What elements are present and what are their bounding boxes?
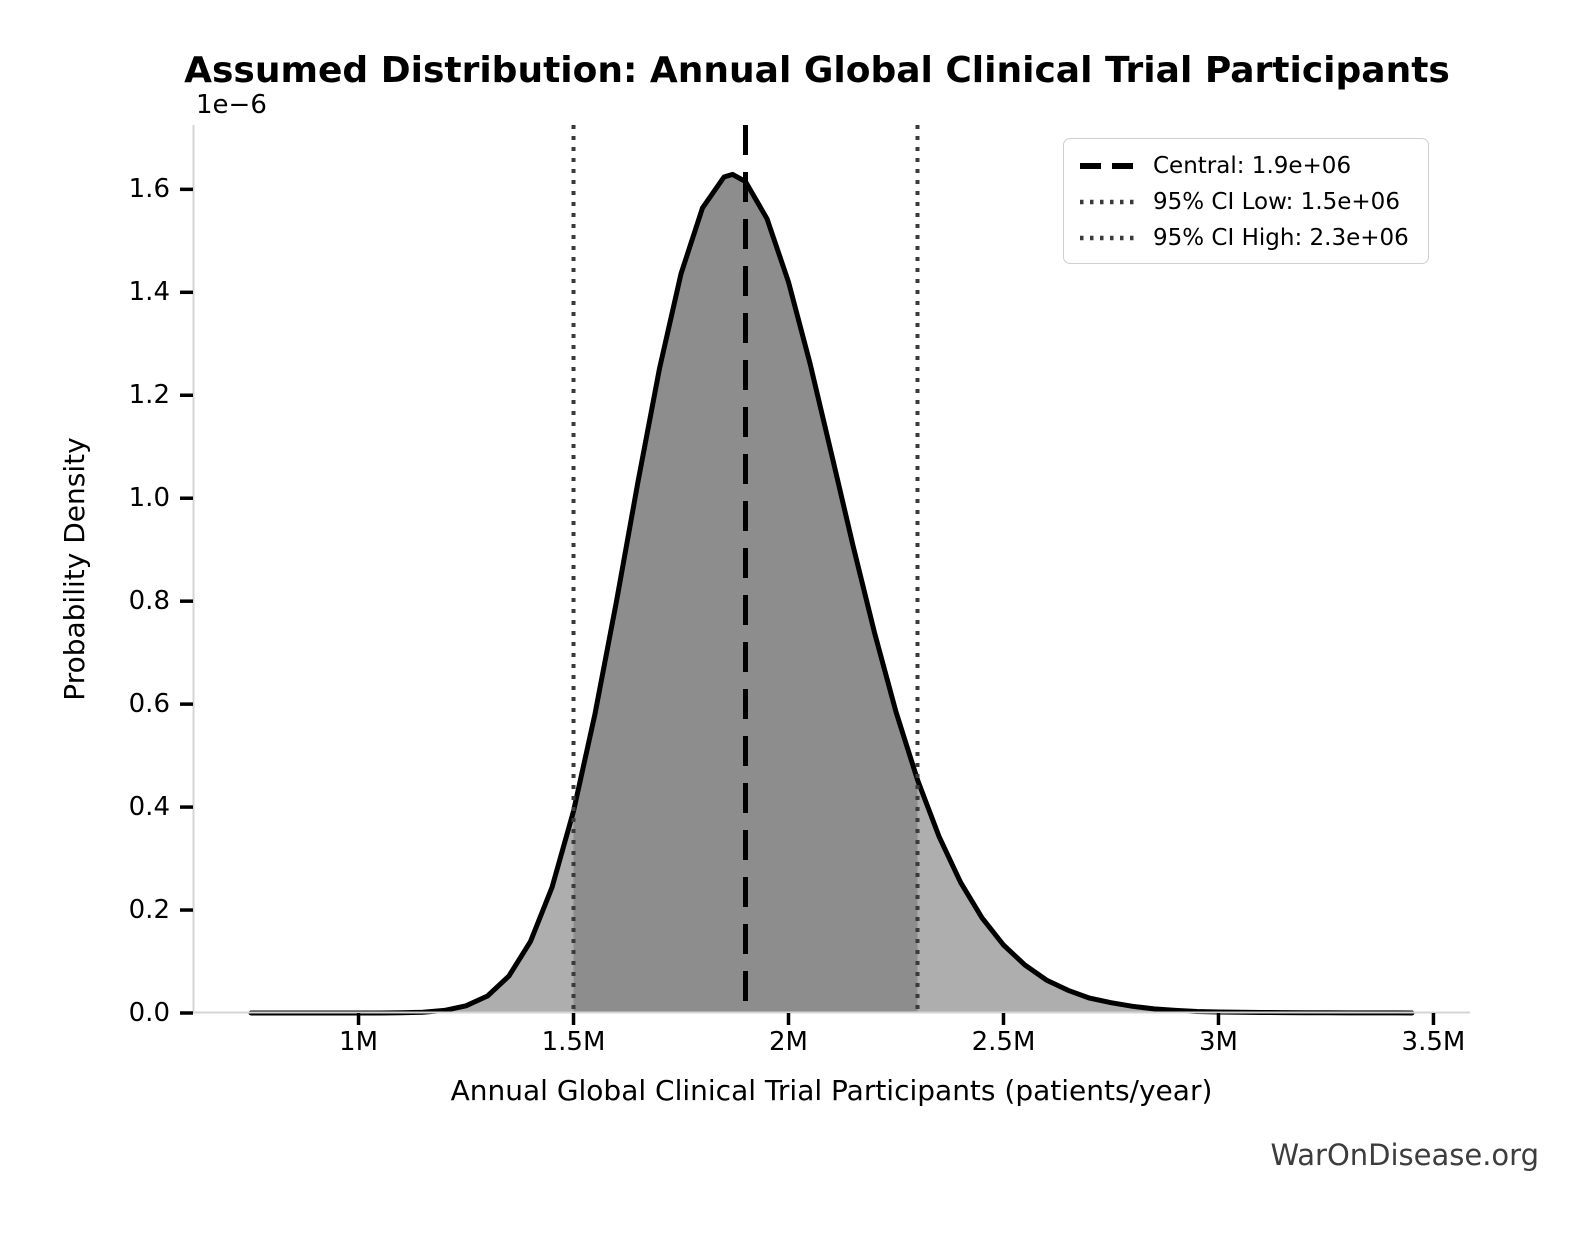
x-tick-label: 2.5M [971,1027,1036,1057]
y-tick-label: 1.2 [128,380,170,411]
y-tick-label: 1.0 [128,483,170,514]
y-tick-label: 1.4 [128,277,170,308]
y-tick-label: 0.2 [128,895,170,926]
dotted-line-sample-icon [1080,199,1134,205]
y-tick-label: 0.6 [128,689,170,720]
legend: Central: 1.9e+06 95% CI Low: 1.5e+06 95%… [1063,138,1429,264]
y-tick-label: 1.6 [128,174,170,205]
chart-title: Assumed Distribution: Annual Global Clin… [184,50,1450,91]
plot-area [180,125,1470,1025]
x-tick-label: 3.5M [1401,1027,1466,1057]
dotted-line-sample-icon [1080,235,1134,241]
legend-entry-ci-high: 95% CI High: 2.3e+06 [1078,221,1416,255]
y-tick-label: 0.4 [128,792,170,823]
x-axis-label: Annual Global Clinical Trial Participant… [450,1074,1213,1107]
watermark: WarOnDisease.org [1270,1138,1539,1172]
legend-entry-ci-low: 95% CI Low: 1.5e+06 [1078,185,1416,219]
density-fill-ci [573,174,918,1013]
x-tick-label: 2M [769,1027,808,1057]
density-plot [180,125,1470,1025]
x-tick-label: 1M [339,1027,379,1057]
y-tick-label: 0.8 [128,586,170,617]
x-tick-label: 1.5M [541,1027,606,1057]
x-tick-label: 3M [1198,1027,1238,1057]
y-axis-offset-label: 1e−6 [196,90,267,120]
legend-label-ci-high: 95% CI High: 2.3e+06 [1153,225,1409,251]
legend-label-ci-low: 95% CI Low: 1.5e+06 [1153,189,1400,215]
dashed-line-sample-icon [1080,163,1134,169]
legend-entry-central: Central: 1.9e+06 [1078,149,1416,183]
y-tick-label: 0.0 [128,998,170,1028]
legend-label-central: Central: 1.9e+06 [1153,153,1352,179]
